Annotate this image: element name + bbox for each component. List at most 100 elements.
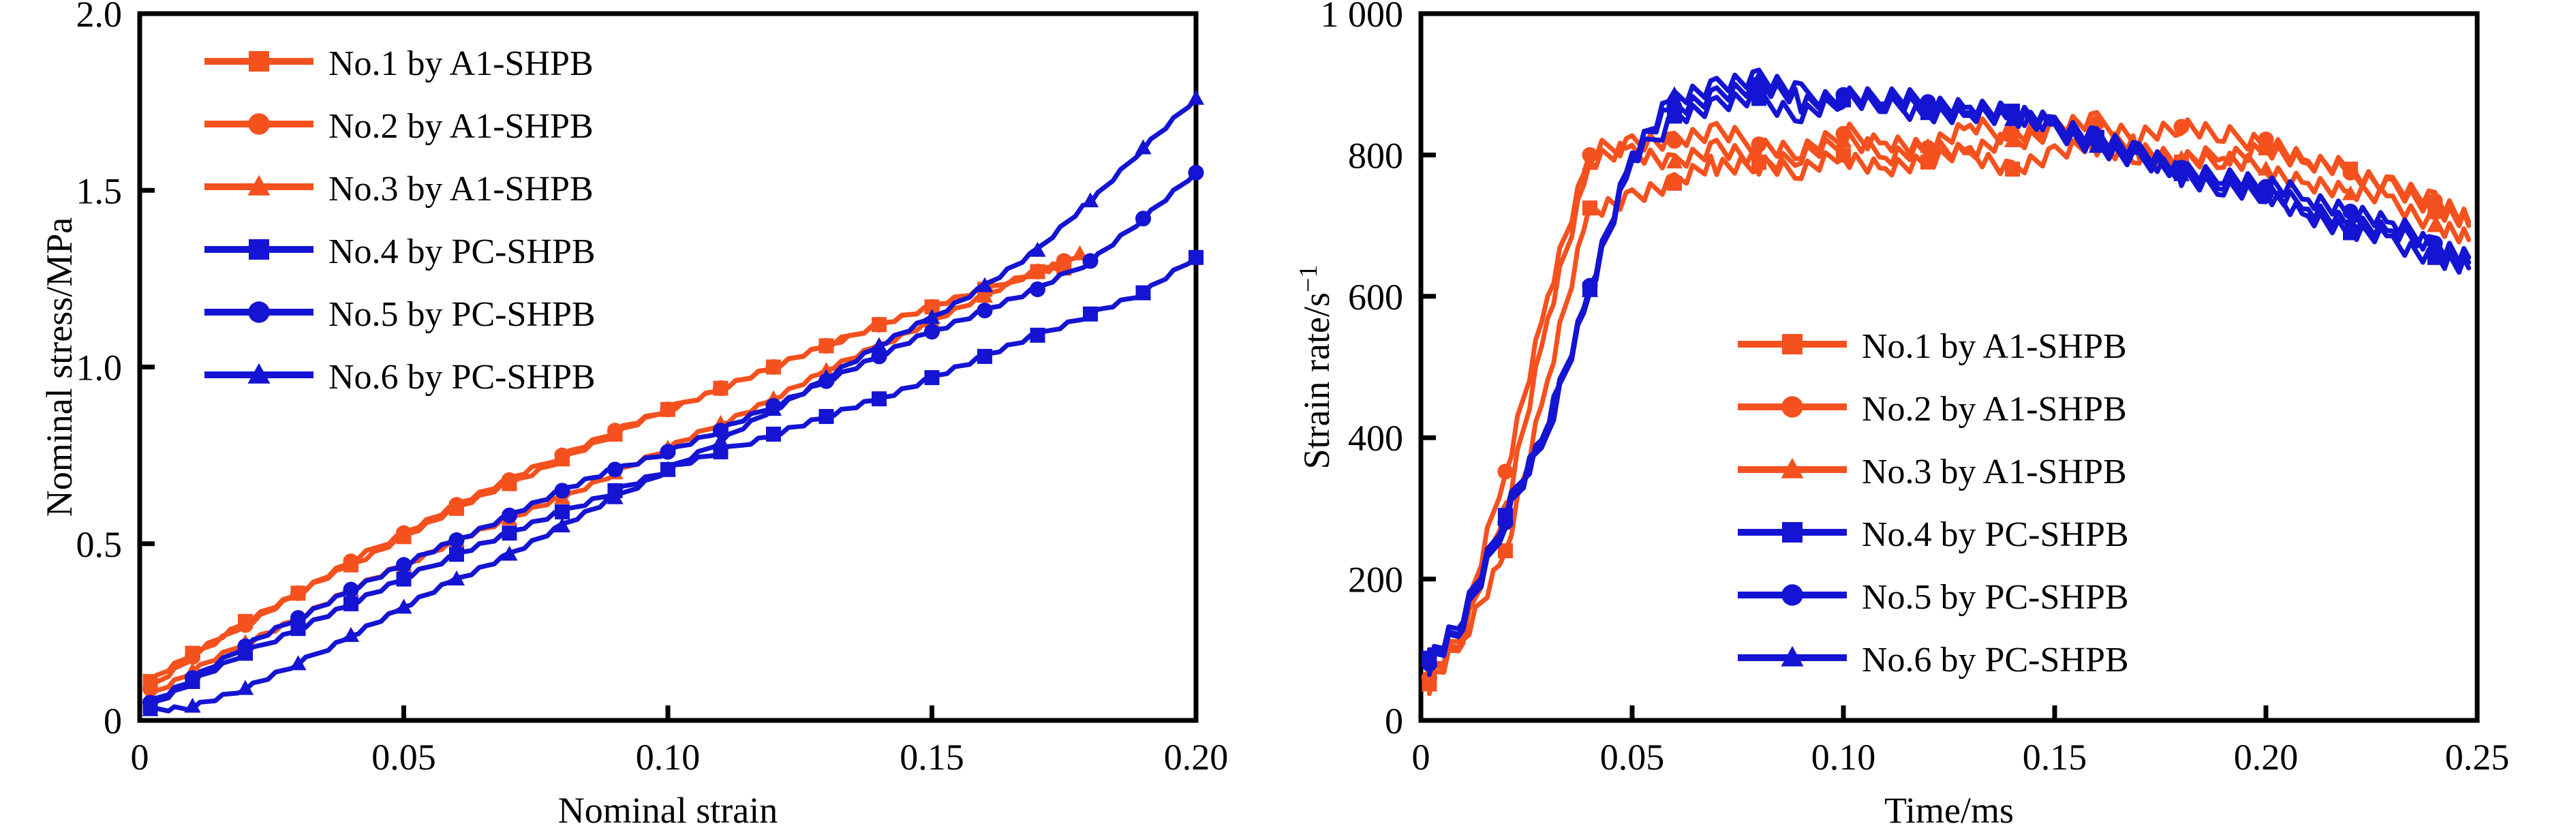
series-4 [142, 249, 1203, 714]
series-marker [1750, 155, 1768, 170]
series-marker [660, 401, 676, 418]
legend-marker [1781, 584, 1803, 606]
series-marker [607, 423, 624, 439]
series-marker [290, 610, 307, 626]
series-marker [448, 570, 465, 585]
series-marker [660, 444, 676, 460]
y-tick-label: 600 [1348, 277, 1403, 318]
chart-nominal-stress-strain: 0 0.05 0.10 0.15 0.20 0 0.5 1.0 1.5 2.0 Nominal st… [39, 0, 1229, 824]
series-marker [2257, 160, 2275, 176]
series-marker [184, 670, 201, 686]
y-tick-label: 2.0 [76, 0, 123, 35]
legend-marker [248, 113, 270, 135]
legend-item[interactable]: No.5 by PC-SHPB [204, 295, 596, 334]
series-layer [1421, 67, 2472, 697]
series-marker [395, 598, 412, 614]
series-marker [553, 517, 571, 533]
series-marker [871, 348, 887, 365]
series-marker [1581, 155, 1599, 170]
series-marker [924, 370, 940, 386]
legend: No.1 by A1-SHPB No.2 by A1-SHPB No.3 by A1… [1738, 327, 2129, 680]
series-marker [1421, 676, 1438, 692]
series-marker [1135, 139, 1152, 155]
series-marker [712, 432, 729, 448]
legend-marker [247, 363, 271, 384]
series-marker [554, 447, 570, 463]
series-marker [1666, 153, 1683, 169]
series-marker [2342, 185, 2359, 200]
legend-item[interactable]: No.6 by PC-SHPB [1738, 641, 2129, 680]
series-marker [766, 427, 781, 442]
series-marker [1029, 281, 1046, 297]
series-marker [343, 596, 358, 611]
legend-marker [249, 239, 269, 260]
x-tick-label: 0.05 [371, 737, 436, 778]
legend-marker [249, 51, 269, 72]
series-marker [818, 369, 835, 384]
x-tick-label: 0.05 [1600, 737, 1665, 778]
series-5 [142, 164, 1204, 711]
legend-item[interactable]: No.6 by PC-SHPB [204, 358, 596, 397]
series-marker [501, 545, 518, 561]
legend-marker [247, 174, 271, 196]
series-2 [1421, 110, 2472, 688]
series-marker [818, 337, 835, 354]
series-marker [1750, 70, 1768, 85]
series-marker [396, 571, 412, 587]
series-marker [2258, 132, 2274, 148]
x-tick-label: 0.10 [1811, 737, 1876, 778]
series-marker [237, 638, 254, 654]
legend-marker [1782, 334, 1803, 354]
series-marker [2173, 166, 2190, 181]
series-marker [236, 680, 254, 695]
series-marker [1919, 138, 1937, 153]
series-marker [607, 461, 624, 478]
series-marker [923, 299, 940, 315]
y-axis-title: Nominal stress/MPa [39, 217, 80, 517]
y-tick-label: 1.0 [76, 348, 123, 388]
y-axis-title: Strain rate/s−1 [1294, 265, 1337, 470]
series-marker [554, 483, 570, 499]
series-marker [1497, 510, 1514, 525]
series-marker [977, 302, 993, 319]
series-marker [1188, 164, 1204, 181]
legend-item[interactable]: No.1 by A1-SHPB [204, 44, 594, 83]
legend: No.1 by A1-SHPB No.2 by A1-SHPB No.3 by A1… [204, 44, 596, 397]
legend-label: No.2 by A1-SHPB [328, 107, 594, 146]
legend-label: No.3 by A1-SHPB [1862, 453, 2127, 491]
series-marker [1135, 211, 1152, 227]
series-marker [1082, 192, 1099, 208]
y-tick-label: 0.5 [76, 524, 123, 565]
legend-item[interactable]: No.4 by PC-SHPB [1738, 515, 2129, 554]
series-marker [2005, 162, 2020, 177]
legend-item[interactable]: No.4 by PC-SHPB [204, 232, 596, 271]
legend-item[interactable]: No.5 by PC-SHPB [1738, 578, 2129, 617]
legend-marker [1781, 396, 1803, 418]
series-marker [2173, 119, 2190, 135]
series-marker [1919, 98, 1937, 114]
legend-item[interactable]: No.2 by A1-SHPB [204, 107, 594, 146]
x-tick-label: 0.25 [2445, 737, 2510, 778]
series-marker [1498, 543, 1513, 559]
y-tick-label: 400 [1348, 418, 1403, 459]
series-marker [2342, 164, 2359, 181]
series-marker [2004, 110, 2021, 126]
series-layer [142, 89, 1205, 716]
legend-item[interactable]: No.1 by A1-SHPB [1738, 327, 2127, 366]
legend-marker [1781, 457, 1804, 478]
series-marker [1835, 132, 1852, 148]
axis-ticks: 0 0.05 0.10 0.15 0.20 0 0.5 1.0 1.5 2.0 [76, 0, 1229, 778]
x-axis-title: Time/ms [1884, 790, 2014, 824]
series-marker [1029, 262, 1046, 278]
y-tick-label: 0 [1385, 701, 1403, 742]
legend-item[interactable]: No.3 by A1-SHPB [1738, 453, 2127, 491]
series-marker [1421, 652, 1438, 667]
legend-item[interactable]: No.3 by A1-SHPB [204, 170, 594, 209]
legend-item[interactable]: No.2 by A1-SHPB [1738, 390, 2127, 429]
x-tick-label: 0 [1412, 737, 1430, 778]
series-marker [976, 288, 994, 303]
x-tick-label: 0.10 [636, 737, 701, 778]
series-marker [1187, 89, 1205, 105]
series-marker [1666, 86, 1683, 102]
